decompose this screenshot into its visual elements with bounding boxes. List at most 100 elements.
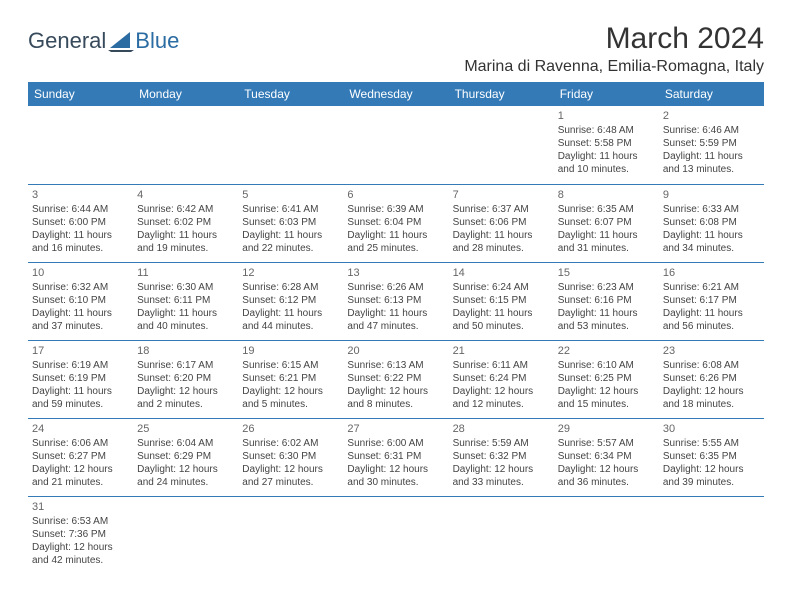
daylight-line: Daylight: 12 hours and 5 minutes. — [242, 385, 339, 411]
calendar-cell — [133, 106, 238, 184]
daylight-line: Daylight: 12 hours and 42 minutes. — [32, 541, 129, 567]
calendar-cell: 12Sunrise: 6:28 AMSunset: 6:12 PMDayligh… — [238, 262, 343, 340]
sunrise-line: Sunrise: 6:13 AM — [347, 359, 444, 372]
sunset-line: Sunset: 6:10 PM — [32, 294, 129, 307]
calendar-cell: 28Sunrise: 5:59 AMSunset: 6:32 PMDayligh… — [449, 418, 554, 496]
sunrise-line: Sunrise: 6:44 AM — [32, 203, 129, 216]
calendar-cell: 3Sunrise: 6:44 AMSunset: 6:00 PMDaylight… — [28, 184, 133, 262]
weekday-header: Wednesday — [343, 82, 448, 106]
day-number: 12 — [242, 266, 339, 280]
day-number: 26 — [242, 422, 339, 436]
calendar-row: 3Sunrise: 6:44 AMSunset: 6:00 PMDaylight… — [28, 184, 764, 262]
calendar-cell: 27Sunrise: 6:00 AMSunset: 6:31 PMDayligh… — [343, 418, 448, 496]
calendar-cell: 19Sunrise: 6:15 AMSunset: 6:21 PMDayligh… — [238, 340, 343, 418]
day-number: 2 — [663, 109, 760, 123]
daylight-line: Daylight: 11 hours and 59 minutes. — [32, 385, 129, 411]
sunrise-line: Sunrise: 6:32 AM — [32, 281, 129, 294]
calendar-cell: 11Sunrise: 6:30 AMSunset: 6:11 PMDayligh… — [133, 262, 238, 340]
weekday-header: Monday — [133, 82, 238, 106]
day-number: 19 — [242, 344, 339, 358]
sunrise-line: Sunrise: 6:08 AM — [663, 359, 760, 372]
daylight-line: Daylight: 12 hours and 8 minutes. — [347, 385, 444, 411]
sunset-line: Sunset: 6:08 PM — [663, 216, 760, 229]
day-number: 29 — [558, 422, 655, 436]
calendar-row: 10Sunrise: 6:32 AMSunset: 6:10 PMDayligh… — [28, 262, 764, 340]
daylight-line: Daylight: 11 hours and 13 minutes. — [663, 150, 760, 176]
weekday-header: Sunday — [28, 82, 133, 106]
calendar-cell: 22Sunrise: 6:10 AMSunset: 6:25 PMDayligh… — [554, 340, 659, 418]
daylight-line: Daylight: 11 hours and 44 minutes. — [242, 307, 339, 333]
daylight-line: Daylight: 11 hours and 31 minutes. — [558, 229, 655, 255]
sunrise-line: Sunrise: 6:33 AM — [663, 203, 760, 216]
day-number: 4 — [137, 188, 234, 202]
logo: General Blue — [28, 28, 179, 54]
calendar-cell: 6Sunrise: 6:39 AMSunset: 6:04 PMDaylight… — [343, 184, 448, 262]
sunset-line: Sunset: 6:00 PM — [32, 216, 129, 229]
sunrise-line: Sunrise: 5:59 AM — [453, 437, 550, 450]
sunset-line: Sunset: 6:34 PM — [558, 450, 655, 463]
calendar-cell: 17Sunrise: 6:19 AMSunset: 6:19 PMDayligh… — [28, 340, 133, 418]
sunrise-line: Sunrise: 6:26 AM — [347, 281, 444, 294]
day-number: 1 — [558, 109, 655, 123]
calendar-cell: 16Sunrise: 6:21 AMSunset: 6:17 PMDayligh… — [659, 262, 764, 340]
calendar-cell: 14Sunrise: 6:24 AMSunset: 6:15 PMDayligh… — [449, 262, 554, 340]
location: Marina di Ravenna, Emilia-Romagna, Italy — [464, 58, 764, 76]
sunrise-line: Sunrise: 6:35 AM — [558, 203, 655, 216]
day-number: 5 — [242, 188, 339, 202]
sunset-line: Sunset: 6:26 PM — [663, 372, 760, 385]
daylight-line: Daylight: 12 hours and 24 minutes. — [137, 463, 234, 489]
sunset-line: Sunset: 6:32 PM — [453, 450, 550, 463]
daylight-line: Daylight: 12 hours and 15 minutes. — [558, 385, 655, 411]
sunset-line: Sunset: 6:27 PM — [32, 450, 129, 463]
sunset-line: Sunset: 6:11 PM — [137, 294, 234, 307]
sunset-line: Sunset: 6:35 PM — [663, 450, 760, 463]
weekday-header: Saturday — [659, 82, 764, 106]
sunset-line: Sunset: 6:13 PM — [347, 294, 444, 307]
day-number: 21 — [453, 344, 550, 358]
calendar-cell: 29Sunrise: 5:57 AMSunset: 6:34 PMDayligh… — [554, 418, 659, 496]
calendar-cell: 9Sunrise: 6:33 AMSunset: 6:08 PMDaylight… — [659, 184, 764, 262]
calendar-cell — [238, 106, 343, 184]
sunset-line: Sunset: 6:06 PM — [453, 216, 550, 229]
daylight-line: Daylight: 11 hours and 40 minutes. — [137, 307, 234, 333]
sunset-line: Sunset: 7:36 PM — [32, 528, 129, 541]
day-number: 23 — [663, 344, 760, 358]
sunset-line: Sunset: 6:24 PM — [453, 372, 550, 385]
calendar-cell: 30Sunrise: 5:55 AMSunset: 6:35 PMDayligh… — [659, 418, 764, 496]
sunrise-line: Sunrise: 5:57 AM — [558, 437, 655, 450]
calendar-cell — [449, 496, 554, 574]
sail-icon — [108, 30, 134, 52]
sunrise-line: Sunrise: 6:00 AM — [347, 437, 444, 450]
daylight-line: Daylight: 11 hours and 16 minutes. — [32, 229, 129, 255]
sunrise-line: Sunrise: 6:48 AM — [558, 124, 655, 137]
calendar-cell: 13Sunrise: 6:26 AMSunset: 6:13 PMDayligh… — [343, 262, 448, 340]
sunrise-line: Sunrise: 6:53 AM — [32, 515, 129, 528]
sunset-line: Sunset: 5:59 PM — [663, 137, 760, 150]
day-number: 7 — [453, 188, 550, 202]
sunset-line: Sunset: 6:03 PM — [242, 216, 339, 229]
sunset-line: Sunset: 6:25 PM — [558, 372, 655, 385]
sunrise-line: Sunrise: 6:02 AM — [242, 437, 339, 450]
day-number: 6 — [347, 188, 444, 202]
calendar-cell — [343, 106, 448, 184]
sunrise-line: Sunrise: 6:37 AM — [453, 203, 550, 216]
sunset-line: Sunset: 6:02 PM — [137, 216, 234, 229]
daylight-line: Daylight: 11 hours and 53 minutes. — [558, 307, 655, 333]
calendar-row: 17Sunrise: 6:19 AMSunset: 6:19 PMDayligh… — [28, 340, 764, 418]
calendar-cell: 4Sunrise: 6:42 AMSunset: 6:02 PMDaylight… — [133, 184, 238, 262]
daylight-line: Daylight: 11 hours and 34 minutes. — [663, 229, 760, 255]
sunrise-line: Sunrise: 6:28 AM — [242, 281, 339, 294]
calendar-cell — [449, 106, 554, 184]
calendar-row: 31Sunrise: 6:53 AMSunset: 7:36 PMDayligh… — [28, 496, 764, 574]
calendar-cell: 23Sunrise: 6:08 AMSunset: 6:26 PMDayligh… — [659, 340, 764, 418]
day-number: 25 — [137, 422, 234, 436]
calendar-cell: 5Sunrise: 6:41 AMSunset: 6:03 PMDaylight… — [238, 184, 343, 262]
daylight-line: Daylight: 12 hours and 18 minutes. — [663, 385, 760, 411]
daylight-line: Daylight: 12 hours and 36 minutes. — [558, 463, 655, 489]
calendar-cell: 20Sunrise: 6:13 AMSunset: 6:22 PMDayligh… — [343, 340, 448, 418]
sunset-line: Sunset: 6:22 PM — [347, 372, 444, 385]
calendar-row: 24Sunrise: 6:06 AMSunset: 6:27 PMDayligh… — [28, 418, 764, 496]
daylight-line: Daylight: 11 hours and 28 minutes. — [453, 229, 550, 255]
daylight-line: Daylight: 11 hours and 50 minutes. — [453, 307, 550, 333]
sunrise-line: Sunrise: 6:04 AM — [137, 437, 234, 450]
